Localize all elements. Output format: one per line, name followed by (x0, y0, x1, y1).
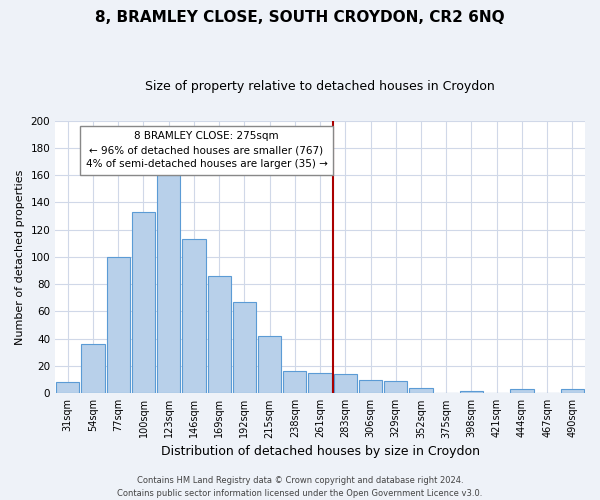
Bar (561, 389, 584, 394)
Bar (233, 302, 256, 394)
X-axis label: Distribution of detached houses by size in Croydon: Distribution of detached houses by size … (161, 444, 479, 458)
Bar (157, 175, 181, 394)
Text: 8 BRAMLEY CLOSE: 275sqm
← 96% of detached houses are smaller (767)
4% of semi-de: 8 BRAMLEY CLOSE: 275sqm ← 96% of detache… (86, 132, 328, 170)
Text: Contains HM Land Registry data © Crown copyright and database right 2024.
Contai: Contains HM Land Registry data © Crown c… (118, 476, 482, 498)
Bar (359, 380, 382, 394)
Bar (511, 389, 533, 394)
Bar (258, 336, 281, 394)
Bar (132, 212, 155, 394)
Bar (308, 373, 332, 394)
Bar (334, 374, 357, 394)
Bar (182, 239, 206, 394)
Bar (283, 372, 307, 394)
Bar (107, 257, 130, 394)
Bar (208, 276, 231, 394)
Bar (56, 382, 79, 394)
Title: Size of property relative to detached houses in Croydon: Size of property relative to detached ho… (145, 80, 495, 93)
Y-axis label: Number of detached properties: Number of detached properties (15, 169, 25, 344)
Bar (384, 381, 407, 394)
Text: 8, BRAMLEY CLOSE, SOUTH CROYDON, CR2 6NQ: 8, BRAMLEY CLOSE, SOUTH CROYDON, CR2 6NQ (95, 10, 505, 25)
Bar (409, 388, 433, 394)
Bar (82, 344, 104, 394)
Bar (460, 390, 483, 394)
